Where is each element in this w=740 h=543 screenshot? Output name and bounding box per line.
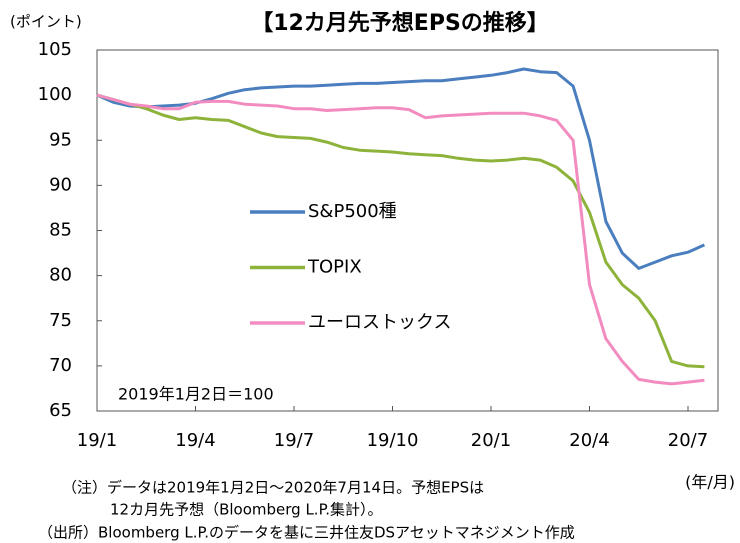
- series-line: [96, 93, 705, 386]
- legend-label: ユーロストックス: [308, 312, 451, 333]
- x-tick-label: 20/4: [569, 430, 609, 451]
- series-line: [96, 93, 705, 369]
- y-tick-label: 75: [49, 310, 72, 331]
- x-tick-label: 19/7: [274, 430, 314, 451]
- series-line: [96, 67, 706, 270]
- note: 12カ月先予想（Bloomberg L.P.集計）。: [110, 501, 383, 519]
- y-tick-label: 70: [49, 355, 72, 376]
- note: （注）データは2019年1月2日～2020年7月14日。予想EPSは: [62, 479, 484, 497]
- y-tick-label: 65: [49, 400, 72, 421]
- x-tick-label: 19/4: [175, 430, 215, 451]
- x-tick-label: 19/10: [367, 430, 419, 451]
- annotation: 2019年1月2日＝100: [118, 385, 274, 404]
- note: （出所）Bloomberg L.P.のデータを基に三井住友DSアセットマネジメン…: [38, 524, 575, 542]
- y-axis-label: (ポイント): [10, 13, 82, 31]
- y-tick-label: 90: [49, 174, 72, 195]
- y-tick-label: 95: [49, 129, 72, 150]
- y-tick-label: 85: [49, 220, 72, 241]
- chart-title: 【12カ月先予想EPSの推移】: [251, 10, 549, 36]
- y-tick-label: 100: [38, 84, 72, 105]
- y-tick-label: 105: [38, 39, 72, 60]
- y-tick-label: 80: [49, 265, 72, 286]
- x-axis-label: (年/月): [685, 473, 735, 492]
- legend-label: TOPIX: [307, 257, 362, 278]
- legend-label: S&P500種: [308, 201, 397, 222]
- x-tick-label: 19/1: [77, 430, 117, 451]
- x-tick-label: 20/7: [668, 430, 708, 451]
- x-tick-label: 20/1: [471, 430, 511, 451]
